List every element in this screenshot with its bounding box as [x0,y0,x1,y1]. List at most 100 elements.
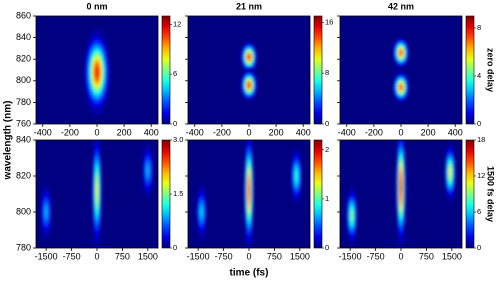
x-tick-label: 750 [267,251,282,261]
colorbar-tick-label: 3.0 [173,135,183,144]
colorbar-tick-label: 6 [173,69,177,78]
x-tick-label: -750 [63,251,81,261]
y-tick-label: 840 [16,32,31,42]
spot-peak [400,50,402,55]
spot-peak [45,208,47,216]
x-tick-label: 1500 [442,251,462,261]
heatmap [340,16,462,124]
spot-peak [248,83,250,88]
x-tick-label: 0 [246,251,251,261]
spot-peak [449,168,451,177]
heatmap-background [340,16,462,124]
x-tick-label: -750 [215,251,233,261]
colorbar-tick-label: 1.5 [173,189,183,198]
spot [290,144,303,208]
colorbar-tick-label: 12 [173,19,181,28]
x-tick-label: -1500 [35,251,58,261]
spot [444,140,457,205]
x-tick-label: 750 [419,251,434,261]
x-tick-label: -200 [365,127,383,137]
y-tick-label: 760 [16,118,31,128]
y-tick-label: 860 [16,10,31,20]
y-tick-label: 780 [16,97,31,107]
spot [40,180,53,244]
spot [240,68,258,102]
spot [392,36,410,70]
x-tick-label: 1500 [290,251,310,261]
spot-peak [248,183,250,198]
x-tick-label: 400 [296,127,311,137]
row-label: zero delay [486,48,496,92]
x-tick-label: -400 [34,127,52,137]
x-tick-label: -400 [186,127,204,137]
x-tick-label: 0 [94,251,99,261]
x-tick-label: 750 [115,251,130,261]
heatmap [188,16,310,124]
spot-peak [351,211,353,220]
x-tick-label: -1500 [187,251,210,261]
x-tick-label: -750 [367,251,385,261]
x-tick-label: 200 [117,127,132,137]
heatmap [36,16,158,124]
colorbar-tick-label: 16 [325,17,333,26]
x-tick-label: 0 [398,127,403,137]
colorbar-tick-label: 0 [477,119,481,128]
colorbar [313,15,323,125]
spot-peak [248,55,250,59]
spot [395,140,407,248]
colorbar [161,15,171,125]
colorbar-tick-label: 8 [477,23,481,32]
x-tick-label: 400 [448,127,463,137]
x-tick-label: -200 [61,127,79,137]
x-tick-label: -1500 [339,251,362,261]
colorbar-tick-label: 18 [477,135,485,144]
colorbar-tick-label: 8 [325,68,329,77]
spot [345,183,358,248]
colorbar-tick-label: 4 [477,71,481,80]
heatmap [188,140,310,248]
spot [240,40,258,74]
y-tick-label: 800 [16,206,31,216]
spot-peak [200,208,203,216]
x-tick-label: 0 [246,127,251,137]
y-tick-label: 820 [16,170,31,180]
column-title: 42 nm [388,1,414,11]
x-tick-label: 200 [421,127,436,137]
y-tick-label: 780 [16,242,31,252]
spot-peak [295,172,298,180]
x-tick-label: 400 [144,127,159,137]
x-axis-label: time (fs) [230,268,269,279]
colorbar [465,139,475,249]
colorbar-tick-label: 1 [325,194,329,203]
spot [392,70,410,104]
spot [83,28,111,116]
colorbar-tick-label: 0 [325,243,329,252]
spot [91,140,103,248]
y-axis-label: wavelength (nm) [3,101,14,181]
column-title: 0 nm [86,1,107,11]
x-tick-label: -400 [338,127,356,137]
spot-peak [400,85,402,90]
spot-peak [400,179,402,195]
colorbar [313,139,323,249]
spot-peak [96,183,98,198]
colorbar-tick-label: 0 [477,243,481,252]
colorbar [465,15,475,125]
colorbar-tick-label: 0 [173,243,177,252]
x-tick-label: -200 [213,127,231,137]
column-title: 21 nm [236,1,262,11]
colorbar [161,139,171,249]
spot-peak [147,166,149,175]
colorbar-tick-label: 0 [173,119,177,128]
y-tick-label: 800 [16,75,31,85]
x-tick-label: 1500 [138,251,158,261]
colorbar-tick-label: 6 [477,207,481,216]
spot [141,140,154,203]
x-tick-label: 200 [269,127,284,137]
heatmap [36,140,158,248]
x-tick-label: 0 [94,127,99,137]
y-tick-label: 820 [16,54,31,64]
colorbar-tick-label: 0 [325,119,329,128]
spot [195,180,208,244]
